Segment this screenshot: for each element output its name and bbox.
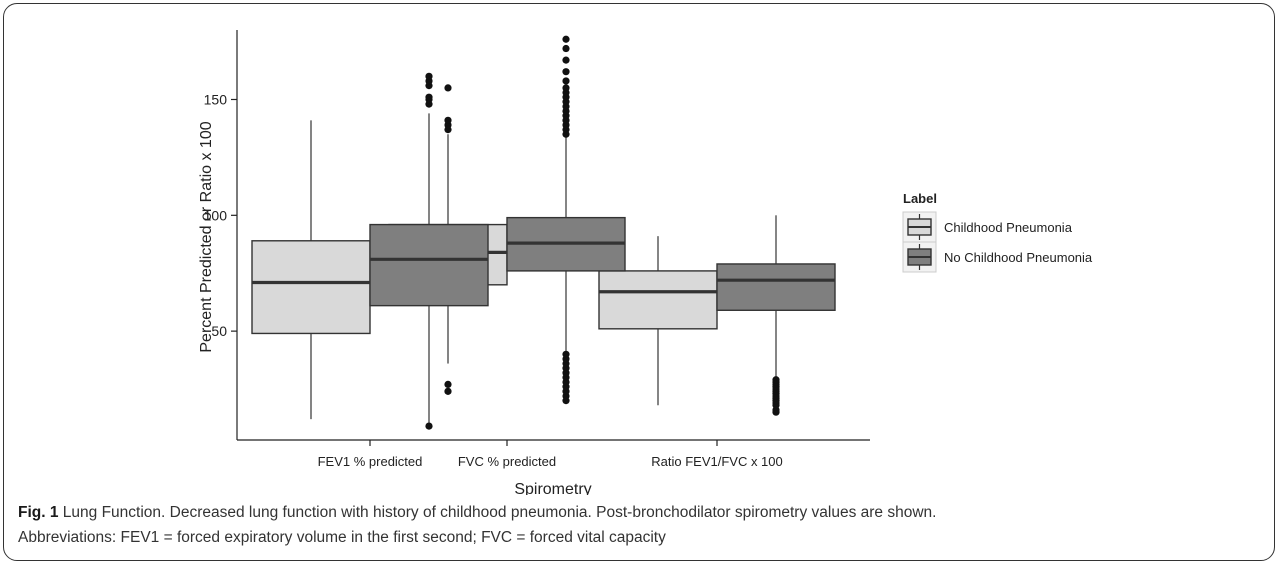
figure-frame [3, 3, 1275, 561]
outlier-point [562, 35, 570, 43]
outlier-point [562, 84, 570, 92]
legend-title: Label [903, 191, 937, 206]
outlier-point [562, 56, 570, 64]
legend: Label Childhood Pneumonia No Childhood Pn… [902, 191, 1093, 273]
legend-label: Childhood Pneumonia [944, 220, 1073, 235]
outlier-point [444, 116, 452, 124]
box-body [598, 270, 718, 330]
figure-caption: Fig. 1 Lung Function. Decreased lung fun… [18, 500, 1263, 550]
box-body [716, 263, 836, 311]
outlier-point [425, 422, 433, 430]
box-0-2 [598, 236, 718, 406]
y-axis-label: Percent Predicted or Ratio x 100 [198, 121, 215, 352]
outlier-point [444, 380, 452, 389]
caption-text-1: Lung Function. Decreased lung function w… [62, 504, 937, 521]
x-tick-label: FEV1 % predicted [318, 454, 423, 469]
y-tick-label: 50 [211, 323, 227, 339]
x-tick-label: FVC % predicted [458, 454, 556, 469]
caption-line-1: Fig. 1 Lung Function. Decreased lung fun… [18, 500, 1263, 525]
outlier-point [444, 387, 452, 395]
figure-label: Fig. 1 [18, 504, 59, 521]
box-body [251, 240, 371, 335]
outlier-point [562, 77, 570, 85]
y-tick-label: 150 [204, 91, 228, 107]
legend-item-0: Childhood Pneumonia [902, 211, 1073, 243]
outlier-point [425, 93, 433, 101]
x-tick-label: Ratio FEV1/FVC x 100 [651, 454, 783, 469]
y-tick-label: 100 [204, 207, 228, 223]
box-body [369, 223, 489, 307]
outlier-point [562, 44, 570, 53]
legend-item-1: No Childhood Pneumonia [902, 241, 1093, 273]
box-1-1 [506, 35, 626, 405]
outlier-point [562, 68, 570, 76]
box-plot-chart: 50 100 150 FEV1 % predicted FVC % predicted… [198, 30, 1093, 495]
outlier-point [444, 84, 452, 92]
x-axis-label: Spirometry [514, 481, 591, 495]
caption-line-2: Abbreviations: FEV1 = forced expiratory … [18, 529, 666, 546]
box-0-0 [251, 120, 371, 420]
box-1-0 [369, 72, 489, 430]
outlier-point [772, 376, 780, 384]
outlier-point [562, 350, 570, 358]
outlier-point [425, 72, 433, 80]
legend-label: No Childhood Pneumonia [944, 250, 1093, 265]
box-1-2 [716, 215, 836, 416]
